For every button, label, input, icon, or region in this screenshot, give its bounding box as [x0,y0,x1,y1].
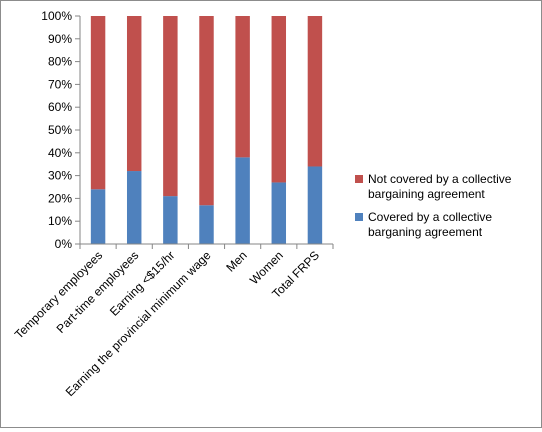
bar-covered [199,205,213,244]
y-tick-label: 10% [48,214,72,228]
y-tick-label: 60% [48,100,72,114]
y-tick-label: 80% [48,55,72,69]
bar-covered [272,182,286,244]
bar-covered [235,157,249,244]
bar-not-covered [308,16,322,166]
bar-not-covered [272,16,286,182]
bar-covered [127,171,141,244]
bar-covered [91,189,105,244]
bar-covered [308,166,322,244]
legend-label: Not covered by a collective [368,172,512,186]
bar-not-covered [127,16,141,171]
bar-not-covered [91,16,105,189]
legend-swatch [355,213,363,221]
bar-not-covered [235,16,249,157]
y-tick-label: 40% [48,146,72,160]
bar-not-covered [163,16,177,196]
legend-label: Covered by a collective [368,210,492,224]
bar-covered [163,196,177,244]
bar-not-covered [199,16,213,205]
y-tick-label: 20% [48,191,72,205]
y-axis-tick-labels: 0% 10% 20% 30% 40% 50% 60% 70% 80% 90% 100% [41,9,72,251]
y-tick-label: 50% [48,123,72,137]
x-tick-label: Earning <$15/hr [107,248,178,319]
legend-label: barganing agreement [368,225,483,239]
bar-series [91,16,322,244]
x-tick-label: Men [223,248,249,274]
y-tick-label: 0% [55,237,73,251]
legend-label: bargaining agreement [368,187,485,201]
y-tick-label: 100% [41,9,72,23]
y-tick-label: 90% [48,32,72,46]
y-tick-label: 70% [48,77,72,91]
y-tick-label: 30% [48,169,72,183]
legend-swatch [355,175,363,183]
